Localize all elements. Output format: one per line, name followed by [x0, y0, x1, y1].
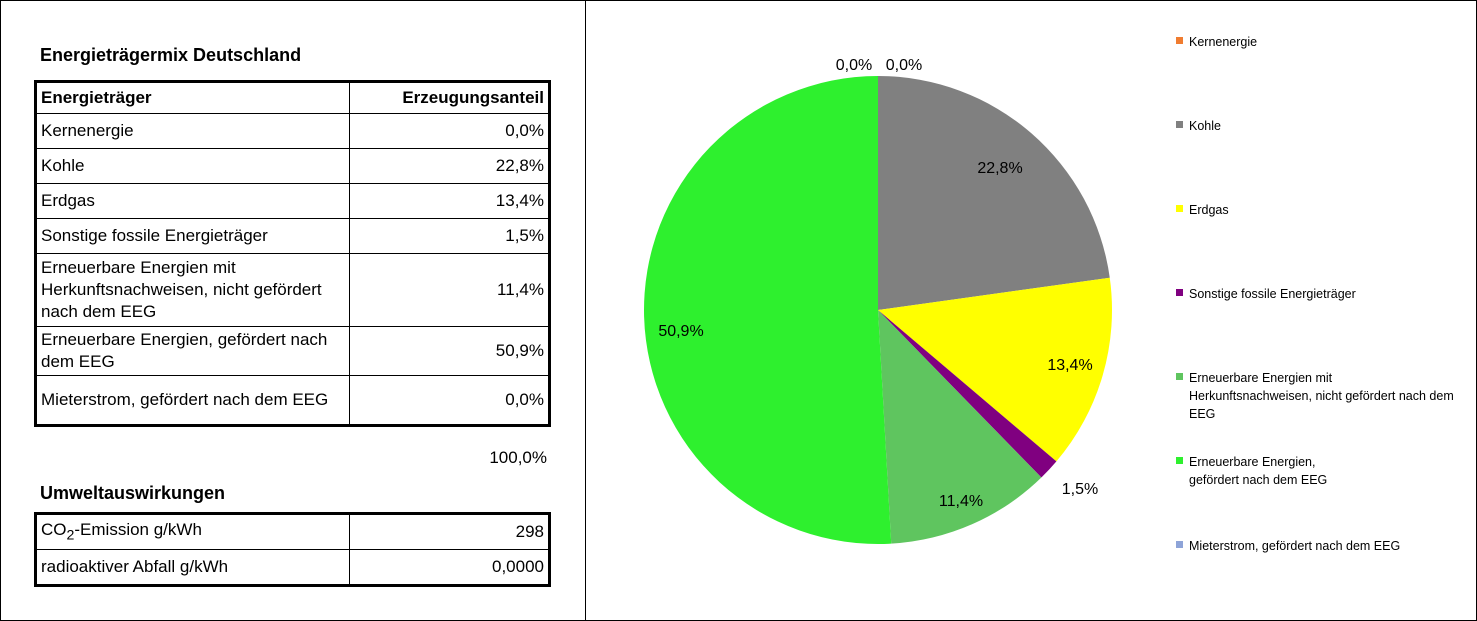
legend-swatch	[1176, 37, 1183, 44]
legend-swatch	[1176, 541, 1183, 548]
pie-chart: 0,0% 22,8% 13,4% 1,5% 11,4% 50,9% 0,0%	[644, 57, 1112, 544]
data-label: 1,5%	[1062, 481, 1098, 498]
legend-label: Sonstige fossile Energieträger	[1189, 287, 1356, 301]
legend-label: Kernenergie	[1189, 35, 1258, 49]
pie-slice	[878, 76, 1110, 310]
pie-slice	[878, 310, 1057, 478]
co2-value: 298	[349, 513, 550, 550]
row-label: Erneuerbare Energien, gefördert nach dem…	[35, 326, 350, 376]
environment-table: CO2-Emission g/kWh 298 radioaktiver Abfa…	[34, 512, 551, 587]
table-row: Sonstige fossile Energieträger 1,5%	[35, 218, 550, 254]
table-row: CO2-Emission g/kWh 298	[35, 513, 550, 550]
table-row: Erdgas 13,4%	[35, 183, 550, 219]
data-label: 22,8%	[977, 160, 1022, 177]
data-label: 11,4%	[939, 493, 983, 510]
legend-label: Erneuerbare Energien, gefördert nach dem…	[1189, 455, 1328, 487]
row-label: Kohle	[35, 148, 350, 184]
legend-item: Kohle	[1176, 117, 1221, 135]
legend-item: Kernenergie	[1176, 33, 1257, 51]
table-row: Erneuerbare Energien, gefördert nach dem…	[35, 326, 550, 376]
co2-label-pre: CO	[41, 520, 67, 540]
row-label: Sonstige fossile Energieträger	[35, 218, 350, 254]
header-erzeugungsanteil: Erzeugungsanteil	[349, 81, 550, 114]
legend-swatch	[1176, 289, 1183, 296]
legend-item: Erdgas	[1176, 201, 1229, 219]
row-value: 1,5%	[349, 218, 550, 254]
row-value: 0,0%	[349, 375, 550, 426]
panel-divider	[585, 0, 586, 620]
row-value: 0,0%	[349, 113, 550, 149]
environment-title: Umweltauswirkungen	[40, 483, 226, 503]
legend-label: Kohle	[1189, 119, 1221, 133]
legend-label: Mieterstrom, gefördert nach dem EEG	[1189, 539, 1401, 553]
legend-item: Sonstige fossile Energieträger	[1176, 285, 1356, 303]
table-title: Energieträgermix Deutschland	[40, 45, 302, 65]
pie-slice	[878, 310, 1042, 544]
table-row: Mieterstrom, gefördert nach dem EEG 0,0%	[35, 375, 550, 426]
co2-label-sub: 2	[66, 527, 75, 544]
total-value: 100,0%	[489, 448, 547, 467]
table-row: Erneuerbare Energien mit Herkunftsnachwe…	[35, 253, 550, 327]
row-label: Mieterstrom, gefördert nach dem EEG	[35, 375, 350, 426]
legend-swatch	[1176, 457, 1183, 464]
data-label: 50,9%	[658, 323, 703, 340]
energy-mix-table: Energieträger Erzeugungsanteil Kernenerg…	[34, 80, 551, 427]
data-label: 0,0%	[836, 57, 872, 74]
legend-item: Erneuerbare Energien mit Herkunftsnachwe…	[1176, 369, 1454, 423]
legend-item: Mieterstrom, gefördert nach dem EEG	[1176, 537, 1400, 555]
legend-label: Erdgas	[1189, 203, 1229, 217]
legend-label: Erneuerbare Energien mit Herkunftsnachwe…	[1189, 371, 1454, 421]
row-label: Erneuerbare Energien mit Herkunftsnachwe…	[35, 253, 350, 327]
table-row: Kohle 22,8%	[35, 148, 550, 184]
data-label: 0,0%	[886, 57, 922, 74]
pie-slice	[644, 76, 892, 544]
co2-label-post: -Emission g/kWh	[74, 520, 202, 540]
legend-swatch	[1176, 121, 1183, 128]
waste-label: radioaktiver Abfall g/kWh	[35, 549, 350, 586]
legend-swatch	[1176, 205, 1183, 212]
co2-label: CO2-Emission g/kWh	[35, 513, 350, 550]
legend-swatch	[1176, 373, 1183, 380]
row-value: 13,4%	[349, 183, 550, 219]
waste-value: 0,0000	[349, 549, 550, 586]
header-energietraeger: Energieträger	[35, 81, 350, 114]
legend-item: Erneuerbare Energien, gefördert nach dem…	[1176, 453, 1349, 489]
table-header-row: Energieträger Erzeugungsanteil	[35, 81, 550, 114]
row-value: 22,8%	[349, 148, 550, 184]
table-row: Kernenergie 0,0%	[35, 113, 550, 149]
row-value: 11,4%	[349, 253, 550, 327]
data-label: 13,4%	[1047, 357, 1092, 374]
row-label: Kernenergie	[35, 113, 350, 149]
table-row: radioaktiver Abfall g/kWh 0,0000	[35, 549, 550, 586]
row-value: 50,9%	[349, 326, 550, 376]
pie-slice	[878, 277, 1112, 462]
row-label: Erdgas	[35, 183, 350, 219]
